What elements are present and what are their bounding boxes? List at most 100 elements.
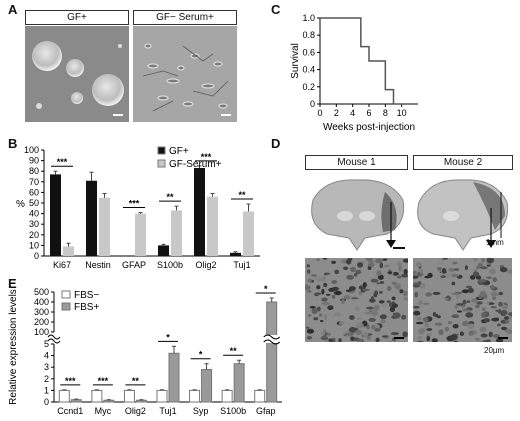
nucleus — [362, 260, 366, 264]
nucleus — [486, 258, 495, 264]
nucleus — [362, 282, 367, 288]
micrograph-serum-plus — [133, 26, 237, 122]
nucleus — [444, 298, 449, 301]
nucleus — [362, 288, 370, 292]
nucleus — [349, 286, 356, 291]
y-tick-label: 40 — [29, 209, 39, 219]
y-tick-label: 100 — [24, 145, 39, 155]
nucleus — [345, 289, 351, 292]
bar-fbs-plus — [70, 399, 82, 403]
panel-label-a: A — [8, 2, 18, 17]
nucleus — [461, 308, 469, 312]
nucleus — [462, 301, 467, 305]
nucleus — [451, 281, 456, 286]
bar-fbs-minus — [254, 389, 266, 403]
nucleus — [338, 338, 342, 342]
nucleus — [332, 294, 336, 299]
x-tick-label: Myc — [95, 406, 112, 416]
x-tick-label: 0 — [317, 108, 322, 118]
nucleus — [311, 308, 318, 314]
nucleus — [488, 331, 493, 338]
nucleus — [379, 314, 387, 320]
y-tick-label: 0.6 — [302, 47, 315, 57]
survival-curve — [320, 17, 406, 105]
panel-label-e: E — [8, 276, 17, 291]
scale-bar — [394, 337, 404, 339]
nucleus — [348, 326, 357, 333]
nucleus — [321, 288, 325, 295]
x-tick-label: Olig2 — [125, 406, 146, 416]
nucleus — [334, 269, 340, 275]
nucleus — [479, 326, 487, 333]
nucleus — [500, 319, 506, 324]
significance-mark: *** — [57, 157, 68, 167]
nucleus — [437, 315, 441, 319]
nucleus — [387, 271, 393, 274]
nucleus — [456, 294, 461, 299]
y-tick-label: 1 — [44, 385, 49, 395]
nucleus — [331, 280, 337, 284]
nucleus — [470, 301, 475, 306]
nucleus — [498, 301, 503, 307]
y-tick-label: 0 — [34, 251, 39, 261]
y-tick-label: 5 — [44, 339, 49, 349]
x-tick-label: 6 — [366, 108, 371, 118]
nucleus — [504, 316, 509, 320]
panel-label-b: B — [8, 136, 18, 151]
x-tick-label: Nestin — [85, 260, 111, 270]
legend-label: GF+ — [169, 146, 189, 157]
nucleus — [366, 306, 374, 310]
nucleus — [309, 306, 316, 309]
brain-section-image — [311, 179, 405, 251]
nucleus — [415, 321, 424, 325]
nucleus — [481, 312, 486, 318]
nucleus — [306, 264, 310, 268]
nucleus — [346, 274, 355, 280]
histology-image — [413, 258, 512, 342]
legend-label: FBS+ — [74, 302, 99, 313]
nucleus — [417, 336, 422, 340]
y-tick-label: 0 — [310, 99, 315, 109]
nucleus — [357, 262, 364, 268]
nucleus — [307, 278, 312, 283]
nucleus — [321, 331, 326, 335]
nucleus — [500, 310, 508, 316]
nucleus — [451, 314, 460, 318]
nucleus — [323, 314, 327, 321]
nucleus — [448, 267, 455, 272]
nucleus — [467, 323, 475, 329]
x-tick-label: 4 — [350, 108, 355, 118]
x-tick-label: Gfap — [256, 406, 276, 416]
nucleus — [481, 258, 485, 263]
nucleus — [441, 268, 447, 274]
nucleus — [424, 275, 431, 279]
mouse1-title: Mouse 1 — [305, 155, 408, 170]
bar-gf — [194, 168, 205, 256]
nucleus — [423, 302, 430, 305]
y-tick-label: 20 — [29, 230, 39, 240]
nucleus — [323, 282, 328, 288]
nucleus — [306, 326, 310, 329]
bar-serum — [99, 197, 110, 256]
y-tick-label: 70 — [29, 177, 39, 187]
nucleus — [388, 302, 393, 308]
y-tick-label: 4 — [44, 351, 49, 361]
nucleus — [424, 321, 429, 328]
nucleus — [381, 335, 389, 338]
significance-mark: ** — [238, 190, 246, 200]
nucleus — [449, 334, 458, 341]
nucleus — [475, 339, 483, 342]
y-tick-label: 3 — [44, 362, 49, 372]
bar-serum — [135, 213, 146, 256]
nucleus — [322, 328, 326, 332]
bar-gf — [50, 174, 61, 256]
nucleus — [351, 297, 359, 300]
nucleus — [398, 265, 402, 272]
x-tick-label: GFAP — [122, 260, 146, 270]
nucleus — [468, 330, 474, 336]
nucleus — [434, 322, 443, 326]
nucleus — [431, 338, 438, 342]
significance-mark: *** — [65, 376, 76, 386]
nucleus — [331, 260, 336, 264]
